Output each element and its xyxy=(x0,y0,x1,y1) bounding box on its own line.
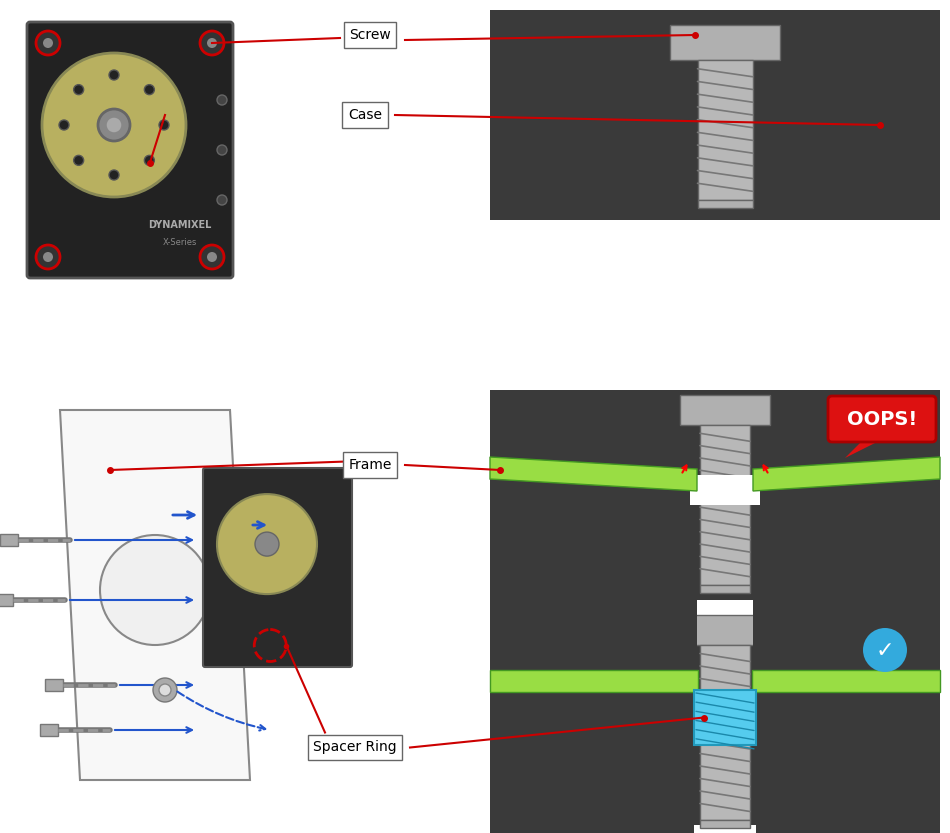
Polygon shape xyxy=(60,410,250,780)
Circle shape xyxy=(109,170,119,180)
Circle shape xyxy=(217,95,227,105)
Bar xyxy=(40,724,58,736)
Circle shape xyxy=(106,117,122,133)
Circle shape xyxy=(36,245,60,269)
Circle shape xyxy=(159,120,169,130)
Bar xyxy=(490,10,940,220)
Bar xyxy=(700,645,750,820)
FancyBboxPatch shape xyxy=(680,395,770,425)
Circle shape xyxy=(200,31,224,55)
Bar xyxy=(490,390,940,600)
Circle shape xyxy=(42,53,186,197)
Bar xyxy=(700,425,750,585)
Bar xyxy=(700,585,750,593)
Circle shape xyxy=(59,120,69,130)
Bar xyxy=(697,200,752,208)
Bar xyxy=(490,390,590,600)
Circle shape xyxy=(36,31,60,55)
Circle shape xyxy=(74,85,84,95)
Circle shape xyxy=(100,535,210,645)
FancyBboxPatch shape xyxy=(670,25,780,60)
Text: ✓: ✓ xyxy=(876,641,894,661)
FancyBboxPatch shape xyxy=(27,22,233,278)
Text: OOPS!: OOPS! xyxy=(846,410,917,428)
Circle shape xyxy=(255,532,279,556)
Bar xyxy=(490,670,698,692)
Bar xyxy=(756,692,940,833)
Circle shape xyxy=(153,678,177,702)
Circle shape xyxy=(109,70,119,80)
Text: Frame: Frame xyxy=(349,458,391,472)
FancyBboxPatch shape xyxy=(203,468,352,667)
Circle shape xyxy=(217,145,227,155)
Bar xyxy=(0,534,18,546)
Circle shape xyxy=(207,252,217,262)
Circle shape xyxy=(98,109,130,141)
Circle shape xyxy=(200,245,224,269)
Circle shape xyxy=(144,156,154,166)
Polygon shape xyxy=(753,457,940,491)
Circle shape xyxy=(207,38,217,48)
Circle shape xyxy=(144,85,154,95)
FancyBboxPatch shape xyxy=(828,396,936,442)
Circle shape xyxy=(74,156,84,166)
FancyBboxPatch shape xyxy=(680,615,770,645)
Bar xyxy=(690,475,760,505)
Polygon shape xyxy=(845,438,885,458)
Circle shape xyxy=(217,494,317,594)
Text: DYNAMIXEL: DYNAMIXEL xyxy=(148,220,212,230)
Text: X-Series: X-Series xyxy=(162,238,198,247)
Bar xyxy=(490,491,697,701)
Bar xyxy=(694,690,756,745)
Text: Spacer Ring: Spacer Ring xyxy=(314,741,397,755)
Circle shape xyxy=(863,628,907,672)
Bar xyxy=(697,60,752,200)
Circle shape xyxy=(217,195,227,205)
Bar xyxy=(0,594,13,606)
Bar xyxy=(45,679,63,691)
Bar xyxy=(753,491,940,701)
Bar xyxy=(490,692,694,833)
Bar xyxy=(700,820,750,828)
Text: Screw: Screw xyxy=(350,28,390,42)
Text: Case: Case xyxy=(348,108,382,122)
Bar xyxy=(490,615,940,825)
Polygon shape xyxy=(490,457,697,491)
Circle shape xyxy=(43,252,53,262)
Circle shape xyxy=(159,684,171,696)
Circle shape xyxy=(43,38,53,48)
Bar xyxy=(752,670,940,692)
